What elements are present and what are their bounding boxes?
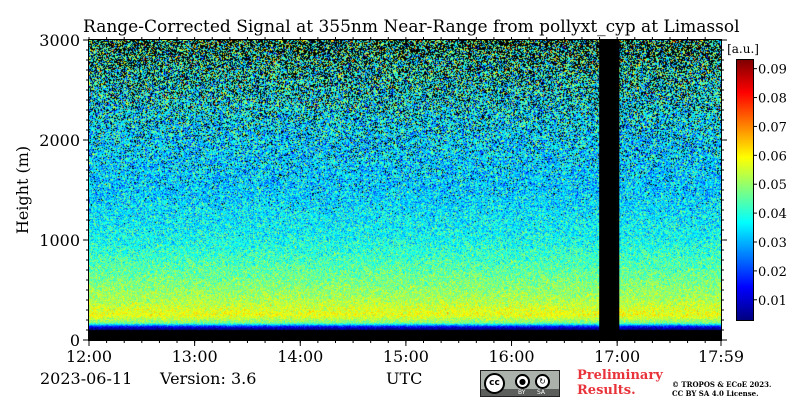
attribution-icon: ●	[515, 374, 530, 389]
software-version: Version: 3.6	[160, 369, 257, 388]
colorbar-tick-label: 0.07	[758, 120, 787, 135]
y-tick-label: 1000	[39, 231, 80, 250]
colorbar-tick-label: 0.08	[758, 92, 787, 107]
copyright-notice: © TROPOS & ECoE 2023. CC BY SA 4.0 Licen…	[672, 380, 771, 398]
colorbar-frame	[736, 59, 754, 321]
x-tick-label: 17:00	[594, 347, 640, 366]
share-alike-icon: ↻	[535, 374, 550, 389]
colorbar-tick-label: 0.02	[758, 265, 787, 280]
x-tick-label: 17:59	[698, 347, 744, 366]
y-tick-label: 3000	[39, 31, 80, 50]
y-tick-label: 2000	[39, 131, 80, 150]
x-tick-label: 16:00	[488, 347, 534, 366]
x-tick-label: 15:00	[383, 347, 429, 366]
x-tick-label: 14:00	[277, 347, 323, 366]
measurement-date: 2023-06-11	[40, 369, 133, 388]
colorbar-tick-label: 0.06	[758, 149, 787, 164]
colorbar-gradient	[737, 60, 753, 320]
colorbar-unit-label: [a.u.]	[727, 42, 759, 56]
colorbar-tick-label: 0.01	[758, 294, 787, 309]
x-axis: 12:00 13:00 14:00 15:00 16:00 17:00 17:59	[66, 37, 744, 366]
copyright-line-1: © TROPOS & ECoE 2023.	[672, 380, 772, 389]
colorbar-tick-label: 0.09	[758, 63, 787, 78]
y-tick-label: 0	[70, 331, 80, 350]
colorbar-tick-label: 0.05	[758, 178, 787, 193]
colorbar-tick-label: 0.04	[758, 207, 787, 222]
y-axis-label: Height (m)	[13, 146, 32, 234]
cc-license-badge: cc ● ↻ BY SA	[480, 370, 560, 397]
x-tick-label: 13:00	[172, 347, 218, 366]
no-data-gap	[599, 40, 620, 340]
heatmap-image	[89, 40, 721, 340]
cc-logo-icon: cc	[484, 373, 505, 394]
chart-title: Range-Corrected Signal at 355nm Near-Ran…	[83, 17, 740, 37]
preliminary-notice: Preliminary Results.	[577, 368, 663, 398]
colorbar: [a.u.] 0.01 0.02 0.03 0.04 0.05 0.06 0.07 0.08 0…	[727, 42, 787, 321]
sa-label: SA	[537, 389, 546, 396]
x-axis-label: UTC	[386, 369, 423, 388]
by-label: BY	[518, 389, 526, 396]
heatmap-plot-area	[88, 39, 722, 341]
preliminary-line-1: Preliminary	[577, 368, 663, 383]
preliminary-line-2: Results.	[577, 383, 636, 398]
copyright-line-2: CC BY SA 4.0 License.	[672, 389, 759, 398]
y-axis: 0 1000 2000 3000	[39, 31, 727, 350]
colorbar-tick-label: 0.03	[758, 236, 787, 251]
x-tick-label: 12:00	[66, 347, 112, 366]
